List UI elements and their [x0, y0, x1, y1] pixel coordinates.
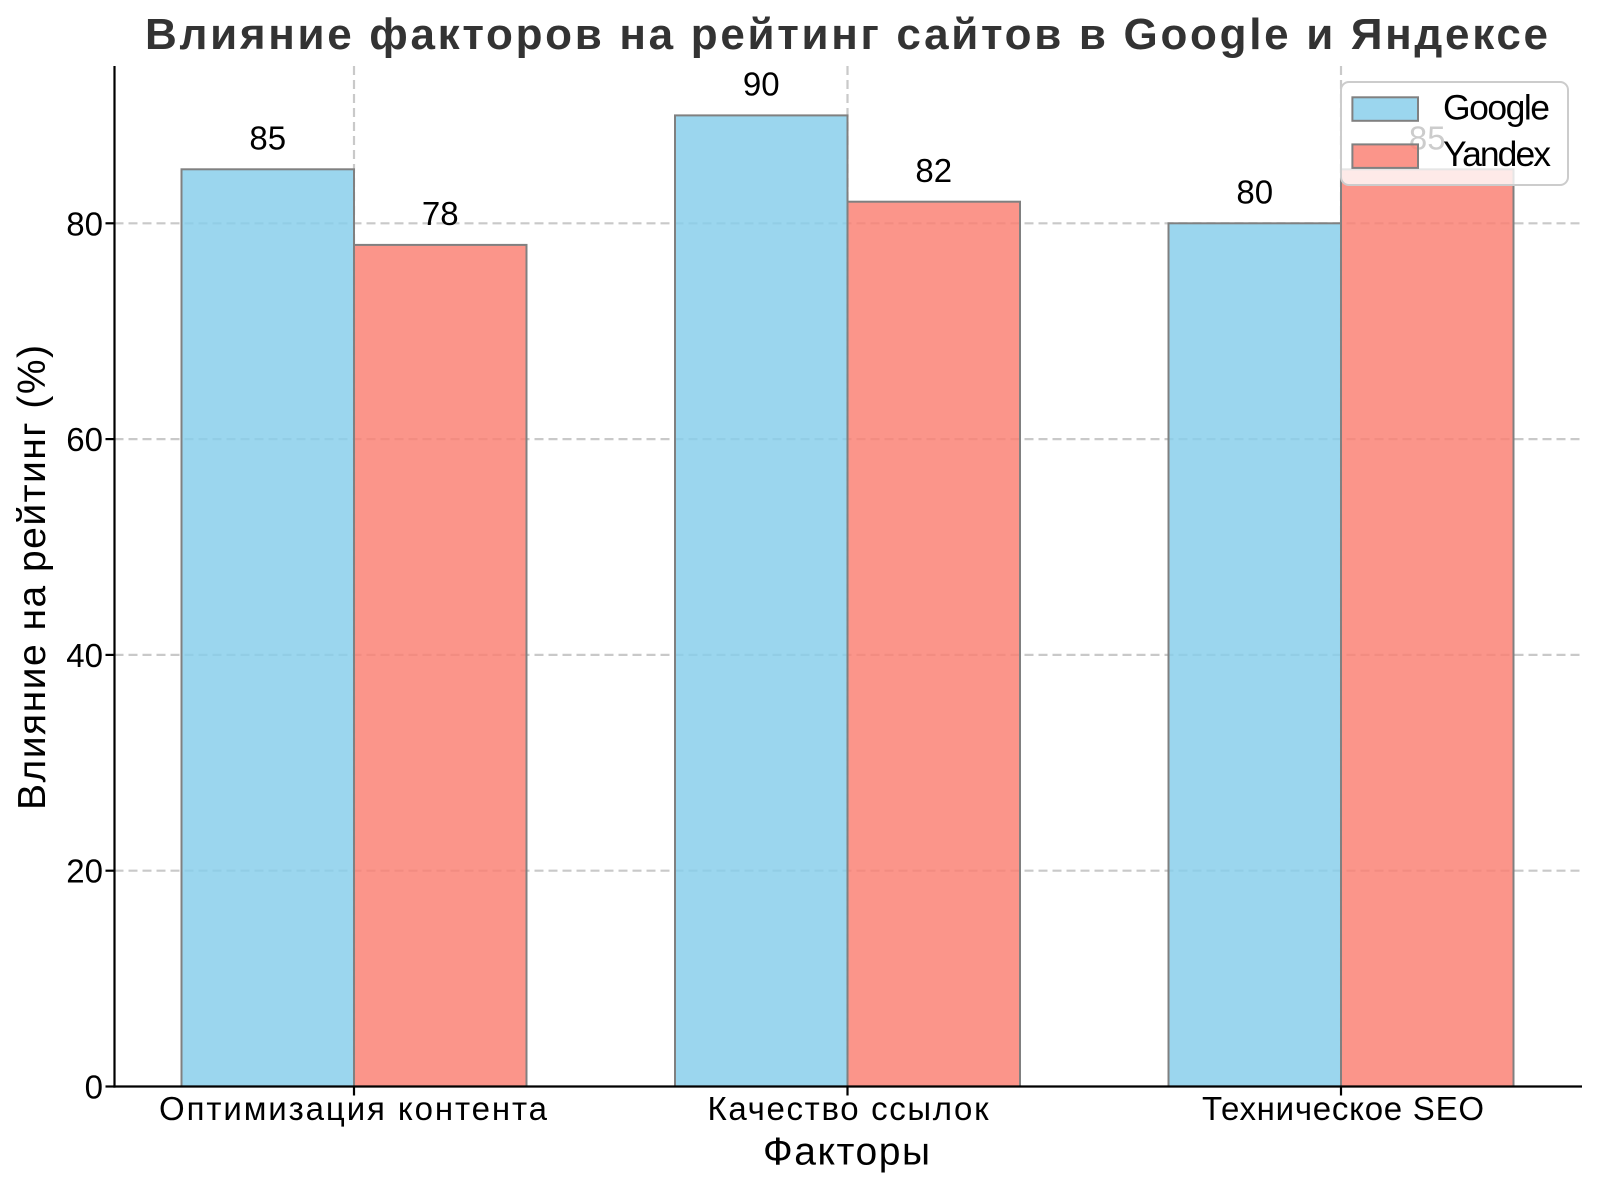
svg-text:82: 82: [915, 152, 952, 189]
svg-text:Качество ссылок: Качество ссылок: [708, 1090, 990, 1127]
svg-text:80: 80: [66, 205, 103, 242]
svg-text:90: 90: [743, 66, 780, 103]
svg-text:Техническое SEO: Техническое SEO: [1202, 1090, 1484, 1127]
svg-text:Оптимизация контента: Оптимизация контента: [159, 1090, 548, 1127]
svg-text:78: 78: [422, 195, 459, 232]
svg-text:85: 85: [249, 120, 286, 157]
svg-text:60: 60: [66, 421, 103, 458]
svg-text:Google: Google: [1443, 88, 1550, 128]
svg-text:Yandex: Yandex: [1443, 134, 1551, 174]
svg-text:Влияние на рейтинг (%): Влияние на рейтинг (%): [11, 345, 54, 810]
svg-text:0: 0: [85, 1068, 103, 1105]
svg-text:Факторы: Факторы: [763, 1131, 930, 1174]
svg-text:80: 80: [1236, 174, 1273, 211]
svg-text:20: 20: [66, 853, 103, 890]
svg-text:Влияние факторов на рейтинг са: Влияние факторов на рейтинг сайтов в Goo…: [145, 10, 1548, 59]
svg-text:40: 40: [66, 637, 103, 674]
